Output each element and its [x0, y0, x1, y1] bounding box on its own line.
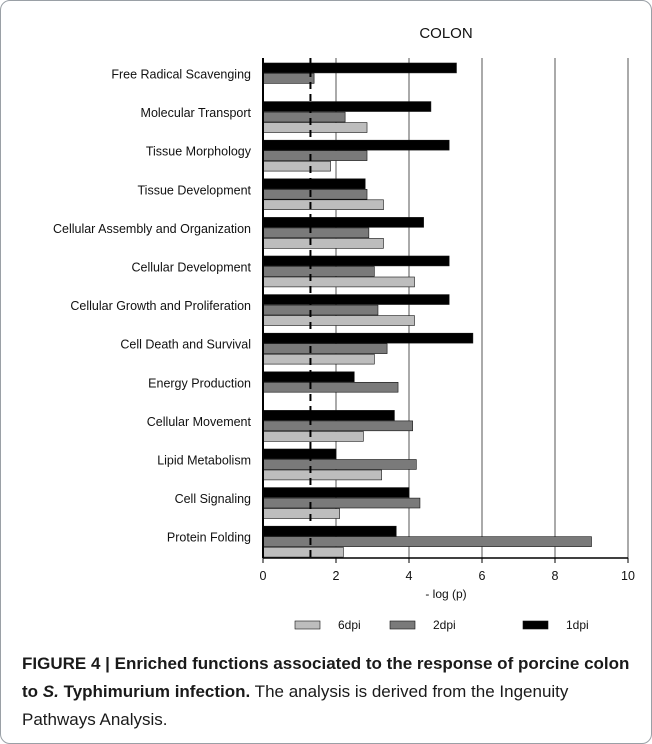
axes: [262, 58, 629, 563]
bar-2dpi: [262, 150, 368, 161]
bar-1dpi: [262, 294, 450, 305]
bar-2dpi: [262, 459, 417, 470]
bar-6dpi: [262, 431, 364, 442]
bar-1dpi: [262, 487, 410, 498]
x-tick-label: 10: [621, 569, 635, 583]
bar-2dpi: [262, 536, 592, 547]
legend-label-6dpi: 6dpi: [338, 618, 361, 632]
bar-6dpi: [262, 160, 331, 172]
x-tick-label: 4: [406, 569, 413, 583]
legend-label-1dpi: 1dpi: [566, 618, 589, 632]
x-tick-label: 6: [479, 569, 486, 583]
bar-2dpi: [262, 381, 399, 393]
bar-2dpi: [262, 73, 315, 84]
bar-1dpi: [262, 525, 397, 537]
bar-2dpi: [262, 304, 379, 316]
x-axis-label: - log (p): [425, 587, 466, 601]
category-label: Lipid Metabolism: [157, 454, 251, 468]
legend-swatch-1dpi: [522, 620, 549, 630]
legend-label-2dpi: 2dpi: [433, 618, 456, 632]
caption-bold-end: Typhimurium infection.: [58, 682, 251, 701]
bar-1dpi: [262, 371, 355, 382]
category-label: Free Radical Scavenging: [111, 68, 251, 82]
x-tick-labels: 0 2 4 6 8 10: [260, 569, 635, 583]
chart-title: COLON: [419, 25, 472, 42]
category-label: Cell Death and Survival: [120, 338, 251, 352]
bar-1dpi: [262, 62, 457, 74]
category-label: Protein Folding: [167, 531, 251, 545]
legend-swatch-6dpi: [294, 620, 321, 630]
x-tick-label: 0: [260, 569, 267, 583]
bar-1dpi: [262, 101, 432, 112]
bar-1dpi: [262, 178, 366, 190]
bar-6dpi: [262, 238, 384, 249]
legend: 6dpi 2dpi 1dpi: [294, 618, 589, 632]
caption-text: The analysis is derived from the Ingenui…: [22, 682, 569, 729]
figure-caption: FIGURE 4 | Enriched functions associated…: [22, 650, 632, 734]
bars: [262, 62, 592, 558]
category-label: Cellular Growth and Proliferation: [70, 299, 251, 313]
bar-6dpi: [262, 315, 415, 326]
category-label: Molecular Transport: [141, 106, 252, 120]
caption-species: S.: [42, 682, 59, 701]
category-labels: Free Radical Scavenging Molecular Transpo…: [53, 68, 252, 545]
grid-lines: [335, 58, 629, 558]
bar-6dpi: [262, 199, 384, 211]
category-label: Tissue Development: [138, 183, 252, 197]
bar-2dpi: [262, 266, 375, 277]
bar-6dpi: [262, 546, 344, 558]
bar-1dpi: [262, 139, 450, 151]
bar-6dpi: [262, 508, 340, 519]
category-label: Cellular Assembly and Organization: [53, 222, 251, 236]
bar-1dpi: [262, 410, 395, 421]
bar-2dpi: [262, 343, 388, 354]
legend-swatch-2dpi: [389, 620, 416, 630]
x-tick-label: 8: [552, 569, 559, 583]
category-label: Tissue Morphology: [146, 145, 252, 159]
bar-2dpi: [262, 227, 370, 239]
bar-6dpi: [262, 469, 382, 481]
bar-1dpi: [262, 255, 450, 267]
category-label: Energy Production: [148, 376, 251, 390]
bar-2dpi: [262, 497, 421, 509]
bar-6dpi: [262, 353, 375, 365]
bar-6dpi: [262, 276, 415, 288]
x-tick-label: 2: [333, 569, 340, 583]
bar-1dpi: [262, 217, 424, 228]
bar-2dpi: [262, 189, 368, 200]
category-label: Cell Signaling: [175, 492, 251, 506]
caption-bold-start: FIGURE 4 | Enriched functions associated…: [22, 654, 630, 701]
bar-2dpi: [262, 420, 413, 432]
bar-1dpi: [262, 448, 337, 460]
category-label: Cellular Movement: [147, 415, 252, 429]
bar-2dpi: [262, 111, 346, 123]
bar-1dpi: [262, 332, 474, 344]
category-label: Cellular Development: [131, 261, 251, 275]
bar-6dpi: [262, 122, 368, 133]
